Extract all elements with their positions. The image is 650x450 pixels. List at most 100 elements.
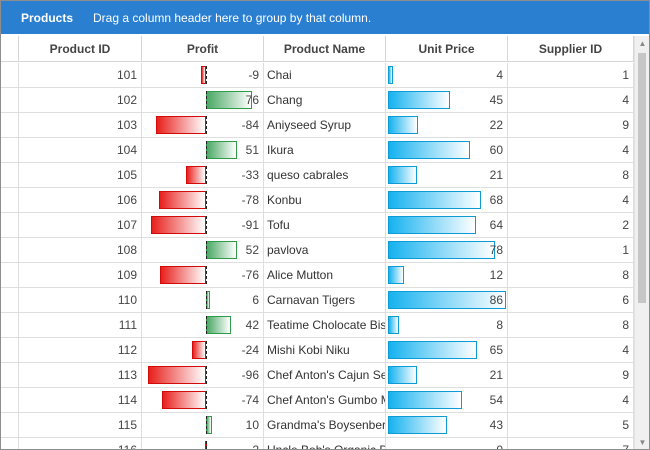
cell-profit[interactable]: -2 bbox=[142, 438, 264, 449]
table-row[interactable]: 108 52 pavlova 78 1 bbox=[1, 238, 634, 263]
cell-product-name[interactable]: Chef Anton's Cajun Seasoning bbox=[264, 363, 386, 387]
cell-unit-price[interactable]: 8 bbox=[386, 313, 508, 337]
cell-product-id[interactable]: 110 bbox=[19, 288, 142, 312]
row-indicator[interactable] bbox=[1, 163, 19, 187]
table-row[interactable]: 103 -84 Aniyseed Syrup 22 9 bbox=[1, 113, 634, 138]
cell-supplier-id[interactable]: 8 bbox=[508, 163, 634, 187]
row-indicator[interactable] bbox=[1, 113, 19, 137]
cell-product-name[interactable]: Chai bbox=[264, 63, 386, 87]
scrollbar-thumb[interactable] bbox=[638, 53, 646, 303]
cell-supplier-id[interactable]: 8 bbox=[508, 263, 634, 287]
column-header-supplier-id[interactable]: Supplier ID bbox=[508, 36, 634, 62]
cell-profit[interactable]: 10 bbox=[142, 413, 264, 437]
cell-product-id[interactable]: 102 bbox=[19, 88, 142, 112]
cell-product-name[interactable]: Uncle Bob's Organic Dried Pears bbox=[264, 438, 386, 449]
cell-profit[interactable]: -9 bbox=[142, 63, 264, 87]
row-indicator[interactable] bbox=[1, 363, 19, 387]
cell-supplier-id[interactable]: 9 bbox=[508, 113, 634, 137]
cell-profit[interactable]: 6 bbox=[142, 288, 264, 312]
cell-product-id[interactable]: 115 bbox=[19, 413, 142, 437]
cell-unit-price[interactable]: 43 bbox=[386, 413, 508, 437]
cell-supplier-id[interactable]: 5 bbox=[508, 413, 634, 437]
cell-profit[interactable]: -96 bbox=[142, 363, 264, 387]
table-row[interactable]: 107 -91 Tofu 64 2 bbox=[1, 213, 634, 238]
cell-product-name[interactable]: queso cabrales bbox=[264, 163, 386, 187]
cell-profit[interactable]: -78 bbox=[142, 188, 264, 212]
cell-profit[interactable]: 51 bbox=[142, 138, 264, 162]
column-header-profit[interactable]: Profit bbox=[142, 36, 264, 62]
row-indicator[interactable] bbox=[1, 413, 19, 437]
table-row[interactable]: 112 -24 Mishi Kobi Niku 65 4 bbox=[1, 338, 634, 363]
row-indicator[interactable] bbox=[1, 338, 19, 362]
cell-unit-price[interactable]: 64 bbox=[386, 213, 508, 237]
row-indicator[interactable] bbox=[1, 88, 19, 112]
table-row[interactable]: 116 -2 Uncle Bob's Organic Dried Pears 07 bbox=[1, 438, 634, 449]
cell-product-id[interactable]: 109 bbox=[19, 263, 142, 287]
table-row[interactable]: 113 -96 Chef Anton's Cajun Seasoning 21 9 bbox=[1, 363, 634, 388]
cell-product-id[interactable]: 107 bbox=[19, 213, 142, 237]
cell-product-name[interactable]: Konbu bbox=[264, 188, 386, 212]
cell-product-id[interactable]: 103 bbox=[19, 113, 142, 137]
cell-product-id[interactable]: 105 bbox=[19, 163, 142, 187]
cell-unit-price[interactable]: 21 bbox=[386, 163, 508, 187]
table-row[interactable]: 114 -74 Chef Anton's Gumbo Mix 54 4 bbox=[1, 388, 634, 413]
cell-supplier-id[interactable]: 9 bbox=[508, 363, 634, 387]
cell-profit[interactable]: -74 bbox=[142, 388, 264, 412]
cell-product-name[interactable]: Mishi Kobi Niku bbox=[264, 338, 386, 362]
cell-unit-price[interactable]: 65 bbox=[386, 338, 508, 362]
cell-profit[interactable]: 76 bbox=[142, 88, 264, 112]
cell-product-name[interactable]: Ikura bbox=[264, 138, 386, 162]
column-header-product-name[interactable]: Product Name bbox=[264, 36, 386, 62]
row-indicator[interactable] bbox=[1, 138, 19, 162]
cell-supplier-id[interactable]: 7 bbox=[508, 438, 634, 449]
cell-unit-price[interactable]: 45 bbox=[386, 88, 508, 112]
cell-supplier-id[interactable]: 8 bbox=[508, 313, 634, 337]
column-header-unit-price[interactable]: Unit Price bbox=[386, 36, 508, 62]
row-indicator[interactable] bbox=[1, 288, 19, 312]
table-row[interactable]: 102 76 Chang 45 4 bbox=[1, 88, 634, 113]
cell-unit-price[interactable]: 0 bbox=[386, 438, 508, 449]
cell-unit-price[interactable]: 21 bbox=[386, 363, 508, 387]
cell-unit-price[interactable]: 86 bbox=[386, 288, 508, 312]
group-by-panel[interactable]: Products Drag a column header here to gr… bbox=[1, 1, 649, 34]
cell-profit[interactable]: -84 bbox=[142, 113, 264, 137]
cell-product-id[interactable]: 112 bbox=[19, 338, 142, 362]
table-row[interactable]: 115 10 Grandma's Boysenberry Spread 43 5 bbox=[1, 413, 634, 438]
row-indicator[interactable] bbox=[1, 63, 19, 87]
cell-supplier-id[interactable]: 1 bbox=[508, 238, 634, 262]
cell-unit-price[interactable]: 54 bbox=[386, 388, 508, 412]
row-indicator[interactable] bbox=[1, 388, 19, 412]
vertical-scrollbar[interactable]: ▲ ▼ bbox=[634, 36, 649, 449]
cell-product-id[interactable]: 101 bbox=[19, 63, 142, 87]
table-row[interactable]: 110 6 Carnavan Tigers 86 6 bbox=[1, 288, 634, 313]
cell-profit[interactable]: 52 bbox=[142, 238, 264, 262]
cell-supplier-id[interactable]: 4 bbox=[508, 188, 634, 212]
row-indicator[interactable] bbox=[1, 313, 19, 337]
cell-unit-price[interactable]: 4 bbox=[386, 63, 508, 87]
cell-profit[interactable]: -76 bbox=[142, 263, 264, 287]
cell-product-name[interactable]: Chef Anton's Gumbo Mix bbox=[264, 388, 386, 412]
cell-product-id[interactable]: 104 bbox=[19, 138, 142, 162]
cell-profit[interactable]: -24 bbox=[142, 338, 264, 362]
row-indicator[interactable] bbox=[1, 438, 19, 449]
table-row[interactable]: 101 -9 Chai 4 1 bbox=[1, 63, 634, 88]
cell-product-name[interactable]: Chang bbox=[264, 88, 386, 112]
table-row[interactable]: 104 51 Ikura 60 4 bbox=[1, 138, 634, 163]
row-indicator[interactable] bbox=[1, 188, 19, 212]
cell-supplier-id[interactable]: 4 bbox=[508, 338, 634, 362]
cell-supplier-id[interactable]: 4 bbox=[508, 388, 634, 412]
table-row[interactable]: 105 -33 queso cabrales 21 8 bbox=[1, 163, 634, 188]
cell-unit-price[interactable]: 78 bbox=[386, 238, 508, 262]
cell-product-name[interactable]: Alice Mutton bbox=[264, 263, 386, 287]
cell-profit[interactable]: -33 bbox=[142, 163, 264, 187]
cell-product-id[interactable]: 108 bbox=[19, 238, 142, 262]
cell-supplier-id[interactable]: 4 bbox=[508, 88, 634, 112]
cell-product-name[interactable]: Carnavan Tigers bbox=[264, 288, 386, 312]
row-indicator[interactable] bbox=[1, 213, 19, 237]
row-indicator[interactable] bbox=[1, 263, 19, 287]
cell-unit-price[interactable]: 68 bbox=[386, 188, 508, 212]
cell-product-id[interactable]: 113 bbox=[19, 363, 142, 387]
cell-product-id[interactable]: 106 bbox=[19, 188, 142, 212]
cell-product-name[interactable]: pavlova bbox=[264, 238, 386, 262]
cell-product-id[interactable]: 114 bbox=[19, 388, 142, 412]
